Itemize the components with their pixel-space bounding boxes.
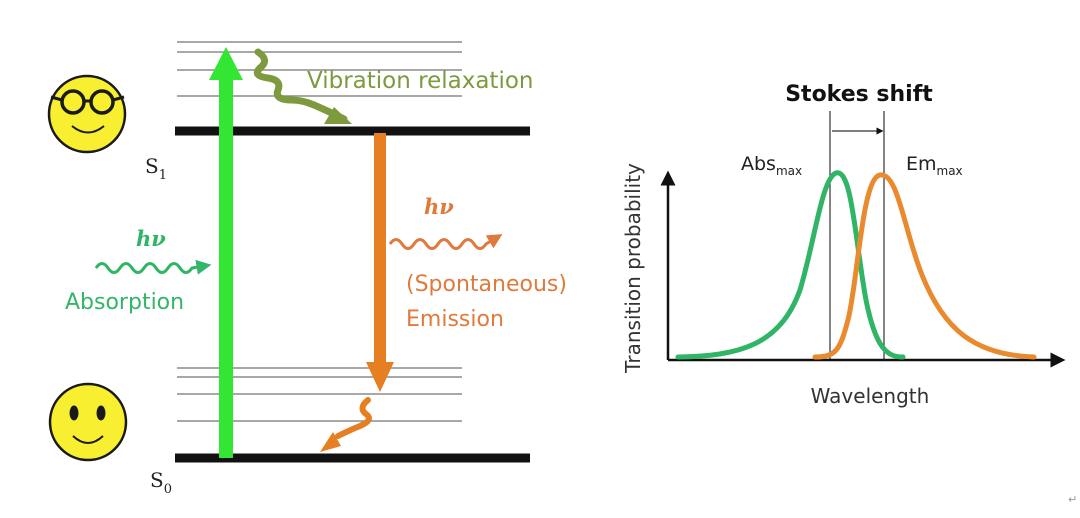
vibration-relaxation-arrow: [253, 48, 348, 123]
smiley-face-with-glasses-icon: [47, 74, 127, 154]
corner-return-mark: ↵: [1068, 493, 1077, 506]
absorption-arrow: [209, 47, 243, 458]
chart-title: Stokes shift: [785, 82, 933, 107]
x-axis-label: Wavelength: [811, 384, 930, 408]
absorption-label: Absorption: [65, 290, 184, 315]
emission-photon-wave: [388, 234, 503, 250]
absorption-photon-label: hν: [136, 226, 166, 251]
emission-spectrum-curve: [812, 172, 1037, 360]
smiley-face-icon: [48, 382, 128, 462]
emission-label-line1: (Spontaneous): [406, 272, 567, 297]
absorption-spectrum-curve: [675, 170, 906, 360]
abs-max-label: Absmax: [741, 153, 802, 178]
vibration-relaxation-label: Vibration relaxation: [307, 68, 534, 94]
emission-arrow: [366, 133, 394, 392]
vibration-relaxation-arrowhead: [324, 107, 352, 124]
s0-state-label: S0: [150, 468, 172, 497]
emission-label-line2: Emission: [406, 307, 504, 332]
absorption-photon-wave: [94, 259, 212, 275]
em-max-label: Emmax: [906, 153, 963, 178]
y-axis-label: Transition probability: [621, 163, 645, 374]
nonradiative-relaxation-arrowhead: [320, 432, 341, 452]
s1-state-label: S1: [145, 154, 167, 183]
emission-photon-label: hν: [424, 194, 454, 219]
nonradiative-relaxation-arrow: [335, 397, 372, 439]
